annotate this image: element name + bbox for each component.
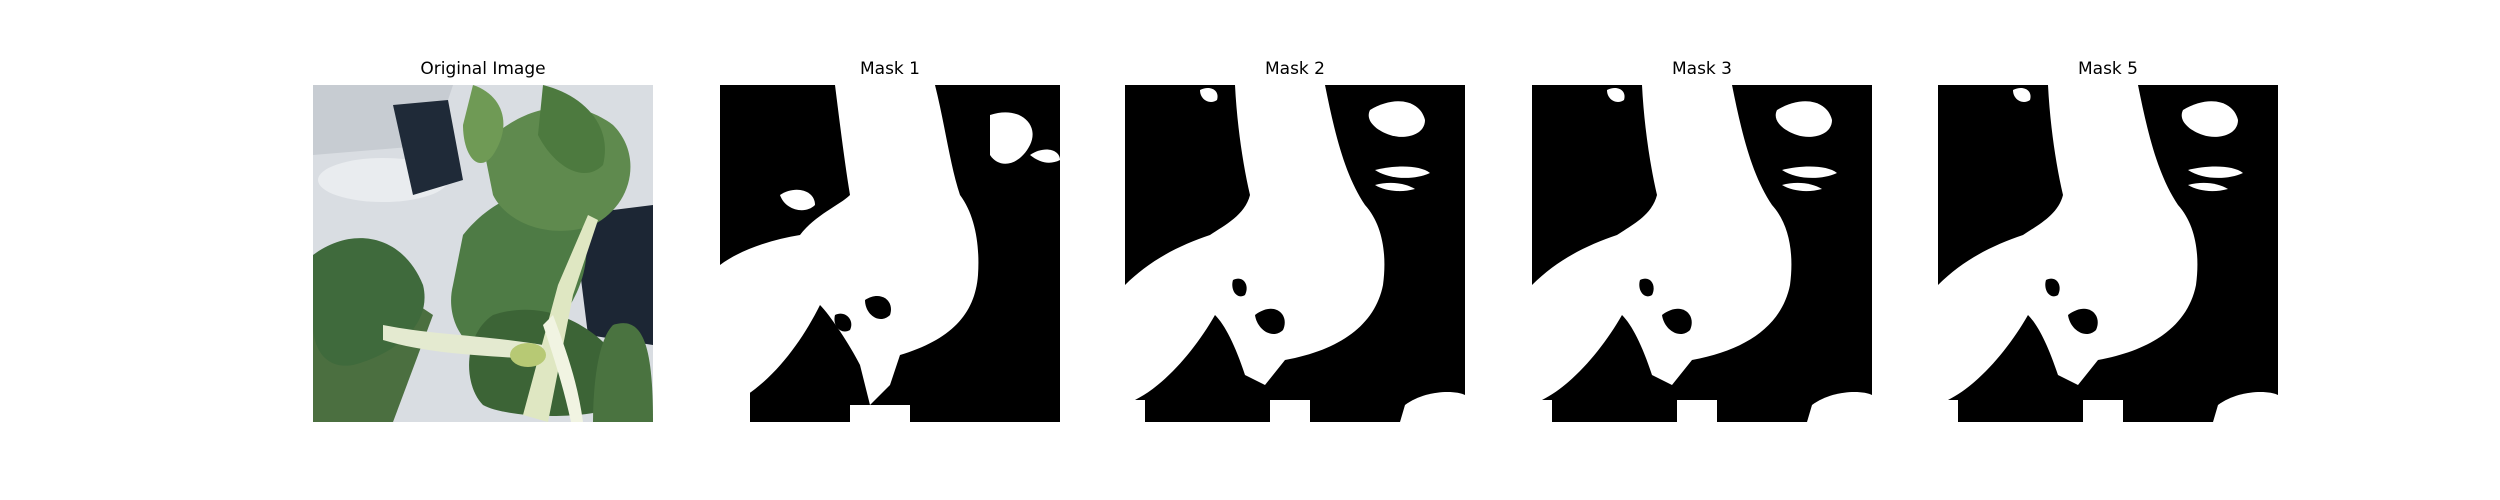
panel-title: Mask 5: [2077, 59, 2138, 79]
mask-3-image: [1532, 85, 1872, 422]
panel-mask-2: Mask 2: [1125, 0, 1465, 500]
panel-title: Mask 3: [1671, 59, 1732, 79]
original-photo: [313, 85, 653, 422]
panel-title: Original Image: [420, 59, 546, 79]
panel-mask-3: Mask 3: [1532, 0, 1872, 500]
mask-2-image: [1125, 85, 1465, 422]
panel-mask-5: Mask 5: [1938, 0, 2278, 500]
panel-title: Mask 2: [1264, 59, 1325, 79]
panel-mask-1: Mask 1: [720, 0, 1060, 500]
panel-title: Mask 1: [859, 59, 920, 79]
mask-5-image: [1938, 85, 2278, 422]
panel-original-image: Original Image: [313, 0, 653, 500]
mask-1-image: [720, 85, 1060, 422]
